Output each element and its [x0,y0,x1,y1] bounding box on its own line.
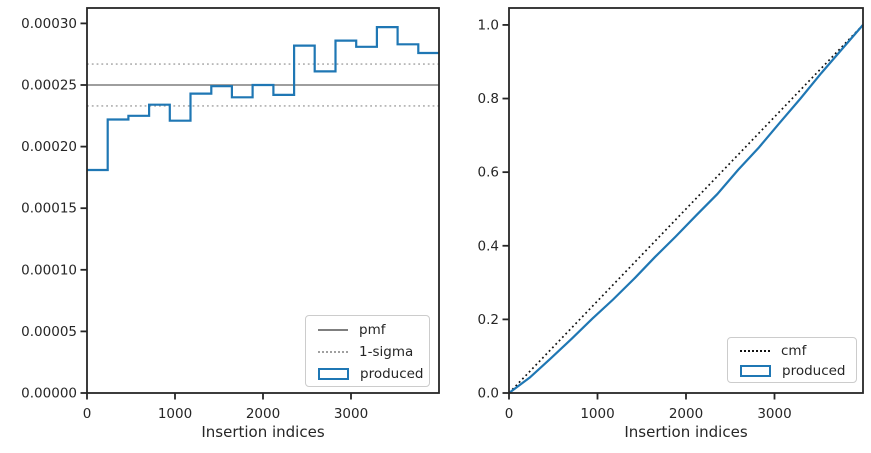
legend-label: pmf [359,322,386,338]
legend-entry-cmf: cmf [736,341,848,361]
x-tick-label: 3000 [334,406,368,422]
axes-spines [508,7,864,394]
x-tick-label: 2000 [246,406,280,422]
x-tick-label: 0 [83,406,92,422]
produced-series [87,26,439,172]
x-tick-label: 2000 [669,406,703,422]
legend-label: produced [360,366,424,382]
legend-entry-1-sigma: 1-sigma [314,341,421,363]
y-tick-label: 0.6 [478,165,499,181]
x-tick-label: 3000 [757,406,791,422]
right-x-axis-label: Insertion indices [624,423,748,441]
y-tick-label: 0.8 [478,91,499,107]
y-tick-label: 0.00005 [21,324,77,340]
sigma-line-swatch [318,351,348,353]
y-tick-label: 0.00020 [21,139,77,155]
y-tick-label: 0.0 [478,386,499,402]
right-legend: cmf produced [727,337,857,383]
legend-entry-pmf: pmf [314,319,421,341]
produced-rect-swatch [740,365,771,377]
y-tick-label: 1.0 [478,17,499,33]
x-tick-label: 1000 [158,406,192,422]
legend-entry-produced: produced [736,361,848,381]
x-tick-label: 1000 [580,406,614,422]
legend-label: cmf [781,343,807,359]
y-tick-label: 0.00030 [21,16,77,32]
cmf-series [508,24,864,394]
x-tick-label: 0 [505,406,514,422]
produced-series [508,24,864,394]
y-tick-label: 0.00000 [21,386,77,402]
y-tick-label: 0.2 [478,312,499,328]
y-tick-label: 0.00015 [21,201,77,217]
cmf-line-swatch [740,350,770,352]
legend-label: produced [782,363,846,379]
legend-entry-produced: produced [314,363,424,385]
y-tick-label: 0.4 [478,238,499,254]
pmf-line-swatch [318,329,348,331]
y-tick-label: 0.00025 [21,78,77,94]
left-x-axis-label: Insertion indices [201,423,325,441]
y-tick-label: 0.00010 [21,262,77,278]
legend-label: 1-sigma [359,344,414,360]
produced-rect-swatch [318,368,349,380]
left-legend: pmf 1-sigma produced [305,315,430,387]
